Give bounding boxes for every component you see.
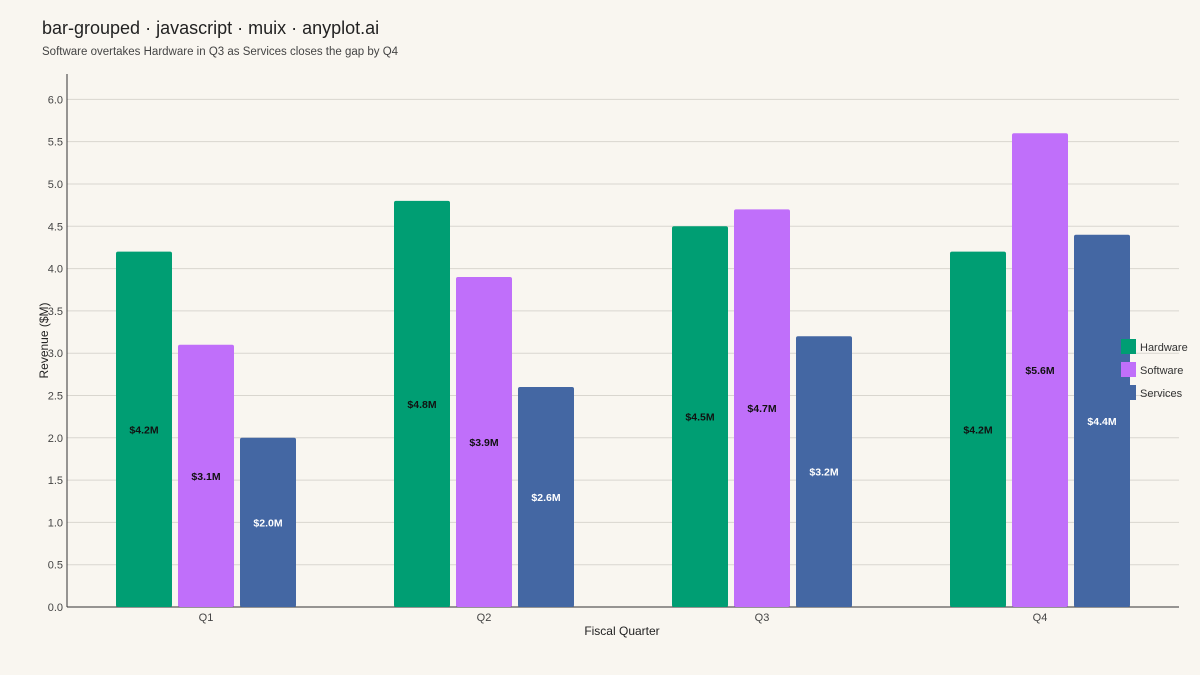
bar-software [456,277,512,607]
y-tick-label: 6.0 [48,94,63,106]
legend-swatch [1121,385,1136,400]
chart-subtitle: Software overtakes Hardware in Q3 as Ser… [42,46,399,58]
data-label: $5.6M [1025,365,1054,377]
x-tick-label: Q3 [755,612,770,624]
chart-title: bar-grouped · javascript · muix · anyplo… [42,18,380,38]
data-label: $3.2M [809,467,838,479]
bar-hardware [672,226,728,608]
data-label: $4.2M [963,424,992,436]
legend-label: Services [1140,388,1183,400]
bar-services [1074,234,1130,607]
y-tick-label: 3.5 [48,306,63,318]
data-label: $3.1M [191,471,220,483]
y-tick-label: 1.5 [48,475,63,487]
data-label: $4.4M [1087,416,1116,428]
y-tick-label: 4.5 [48,221,63,233]
x-axis-title: Fiscal Quarter [584,624,659,638]
data-label: $2.0M [253,517,282,529]
bar-hardware [116,251,172,607]
data-label: $4.7M [747,403,776,415]
y-axis-title: Revenue ($M) [37,302,51,378]
legend-swatch [1121,362,1136,377]
y-tick-label: 2.0 [48,433,63,445]
y-tick-label: 0.0 [48,602,63,614]
legend-label: Hardware [1140,342,1188,354]
y-tick-label: 0.5 [48,560,63,572]
bar-hardware [394,200,450,607]
x-tick-label: Q2 [477,612,492,624]
y-tick-label: 2.5 [48,390,63,402]
legend-label: Software [1140,365,1183,377]
data-label: $3.9M [469,437,498,449]
bar-hardware [950,251,1006,607]
data-label: $2.6M [531,492,560,504]
data-label: $4.8M [407,399,436,411]
x-tick-label: Q1 [199,612,214,624]
bar-services [240,437,296,607]
y-tick-label: 4.0 [48,264,63,276]
bar-software [1012,133,1068,607]
y-tick-label: 1.0 [48,517,63,529]
legend-swatch [1121,339,1136,354]
data-label: $4.2M [129,424,158,436]
bar-services [796,336,852,607]
data-label: $4.5M [685,412,714,424]
bar-software [734,209,790,607]
y-tick-label: 3.0 [48,348,63,360]
y-tick-label: 5.5 [48,137,63,149]
bar-software [178,344,234,607]
x-tick-label: Q4 [1033,612,1048,624]
bar-services [518,387,574,607]
y-tick-label: 5.0 [48,179,63,191]
